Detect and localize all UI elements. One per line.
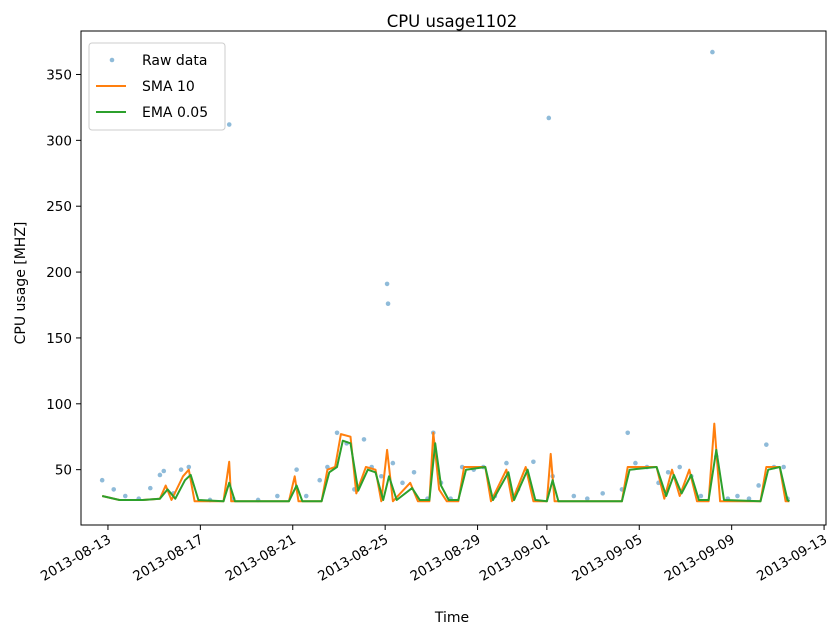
raw-data-point (746, 496, 752, 501)
raw-data-point (275, 493, 280, 499)
raw-data-point (625, 430, 631, 436)
raw-data-point (303, 493, 309, 499)
y-tick-label: 250 (46, 199, 72, 215)
raw-data-point (764, 442, 769, 447)
chart-title: CPU usage1102 (387, 12, 518, 31)
raw-data-point (546, 115, 552, 121)
x-axis-title: Time (434, 610, 469, 626)
y-tick-label: 150 (46, 331, 72, 347)
y-tick-label: 350 (46, 67, 72, 83)
raw-data-point (735, 493, 740, 499)
y-tick-label: 300 (46, 133, 72, 149)
legend-frame (88, 42, 226, 131)
raw-data-point (710, 49, 715, 55)
raw-data-point (600, 491, 605, 496)
series-line-sma-10 (101, 422, 790, 503)
raw-data-point (400, 480, 405, 486)
raw-data-point (361, 437, 367, 442)
legend-marker-raw-data (109, 57, 115, 63)
legend: Raw data SMA 10 EMA 0.05 (88, 42, 226, 131)
raw-data-point (411, 470, 417, 475)
raw-data-point (99, 477, 105, 483)
legend-label-sma-10: SMA 10 (142, 79, 195, 95)
y-tick-label: 50 (55, 463, 72, 479)
raw-data-point (148, 485, 153, 491)
raw-data-point (665, 470, 671, 475)
y-tick-label: 100 (46, 397, 72, 413)
raw-data-point (161, 468, 167, 474)
raw-data-point (226, 122, 232, 127)
raw-data-point (531, 459, 536, 465)
y-axis: 50 100 150 200 250 300 350 (46, 67, 81, 479)
raw-data-point (390, 460, 396, 466)
series-line-ema-0.05 (101, 439, 790, 503)
raw-data-point (325, 464, 330, 470)
raw-data-point (157, 472, 163, 478)
raw-data-point (756, 483, 761, 488)
raw-data-point (781, 464, 786, 470)
raw-data-point (698, 493, 704, 499)
plot-frame (80, 30, 827, 526)
raw-data-point (111, 487, 117, 492)
raw-data-point (317, 477, 323, 483)
y-axis-title: CPU usage [MHZ] (13, 222, 29, 345)
legend-label-ema-0.05: EMA 0.05 (142, 105, 208, 121)
raw-data-point (294, 467, 299, 472)
raw-data-point (178, 467, 184, 472)
raw-data-point (385, 301, 391, 306)
raw-data-point (633, 460, 638, 466)
raw-data-point (384, 281, 390, 287)
raw-data-point (571, 493, 577, 499)
raw-data-point (334, 430, 340, 436)
raw-data-point (186, 464, 192, 470)
raw-data-point (379, 473, 384, 479)
y-tick-label: 200 (46, 265, 72, 281)
legend-label-raw-data: Raw data (142, 53, 207, 69)
raw-data-point (504, 460, 509, 466)
raw-data-point (677, 464, 682, 470)
raw-data-point (584, 496, 590, 501)
raw-data-point (122, 493, 128, 499)
